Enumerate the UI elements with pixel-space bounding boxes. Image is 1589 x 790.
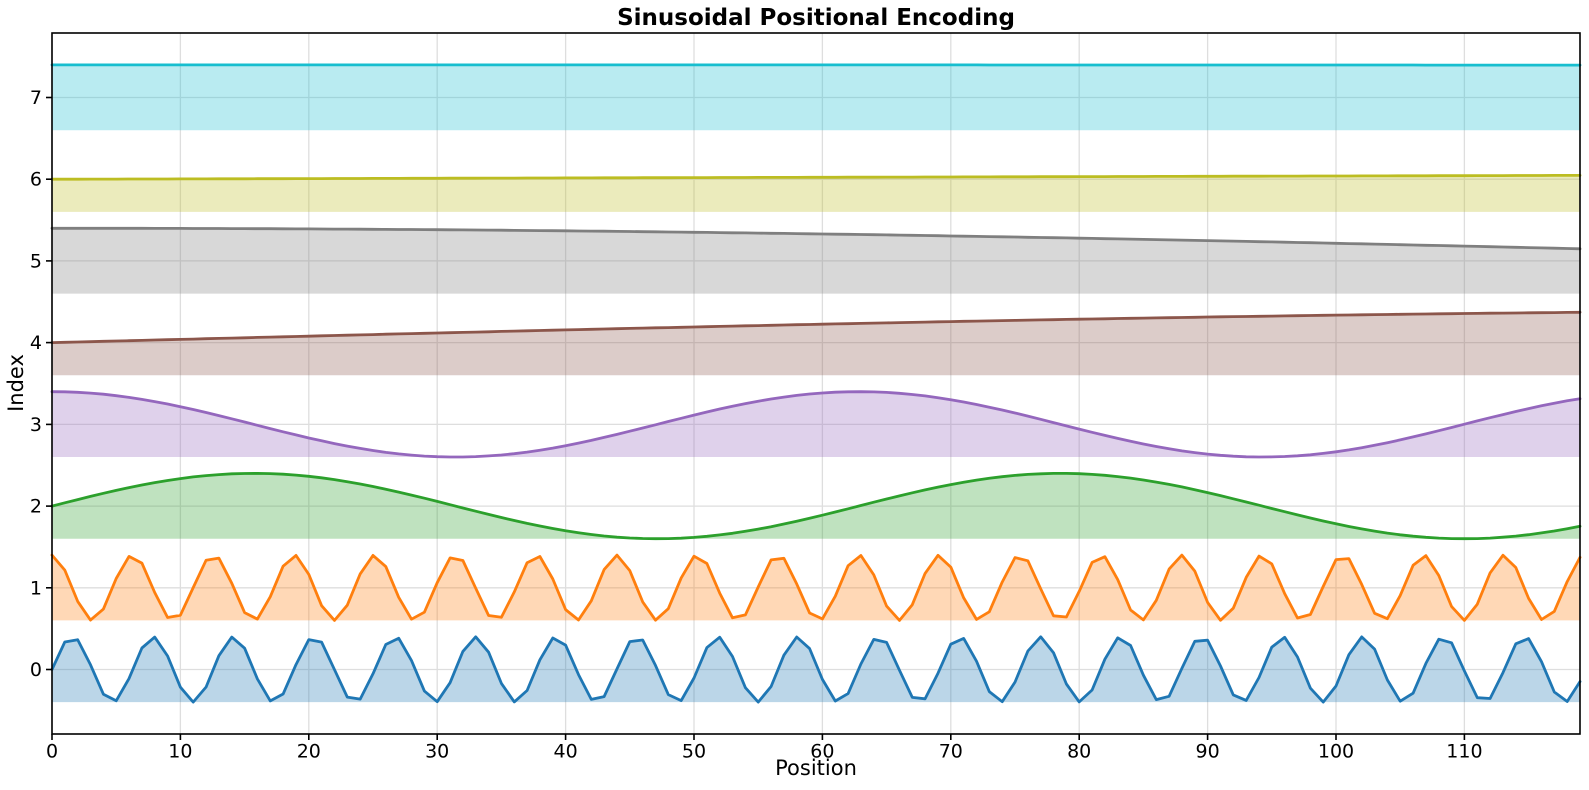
series-fill-2 xyxy=(52,473,1580,539)
series-line-6 xyxy=(50,174,1582,181)
x-tick-label: 110 xyxy=(1446,741,1482,763)
x-tick-label: 40 xyxy=(554,741,578,763)
plot-background xyxy=(52,33,1580,734)
x-axis-label: Position xyxy=(775,756,857,780)
plot-border xyxy=(51,32,1581,735)
series-fill-4 xyxy=(52,312,1580,376)
y-tick-label: 4 xyxy=(30,332,42,354)
series-fill-0 xyxy=(52,636,1580,703)
x-tick-label: 80 xyxy=(1067,741,1091,763)
chart-title: Sinusoidal Positional Encoding xyxy=(617,5,1015,31)
y-tick-label: 2 xyxy=(30,496,42,518)
x-tick-label: 100 xyxy=(1318,741,1354,763)
y-axis-label: Index xyxy=(4,354,28,412)
series-line-0 xyxy=(50,635,1582,704)
x-tick-label: 70 xyxy=(939,741,963,763)
series-fill-5 xyxy=(52,228,1580,294)
series-fill-6 xyxy=(52,175,1580,212)
x-tick-label: 20 xyxy=(297,741,321,763)
y-tick-label: 5 xyxy=(30,250,42,272)
series-fill-7 xyxy=(52,64,1580,131)
x-tick-label: 10 xyxy=(168,741,192,763)
y-tick-label: 0 xyxy=(30,659,42,681)
x-tick-label: 30 xyxy=(425,741,449,763)
y-tick-label: 7 xyxy=(30,87,42,109)
y-tick-label: 1 xyxy=(30,577,42,599)
series-line-4 xyxy=(50,310,1582,344)
x-tick-label: 0 xyxy=(46,741,58,763)
series-line-5 xyxy=(50,226,1582,251)
series-fill-3 xyxy=(52,391,1580,457)
series-line-3 xyxy=(50,390,1582,459)
x-tick-label: 60 xyxy=(810,741,834,763)
y-tick-label: 6 xyxy=(30,169,42,191)
series-fill-1 xyxy=(52,555,1580,621)
series-line-2 xyxy=(50,472,1582,541)
x-tick-label: 90 xyxy=(1196,741,1220,763)
x-tick-label: 50 xyxy=(682,741,706,763)
series-line-1 xyxy=(50,553,1582,622)
y-tick-label: 3 xyxy=(30,414,42,436)
